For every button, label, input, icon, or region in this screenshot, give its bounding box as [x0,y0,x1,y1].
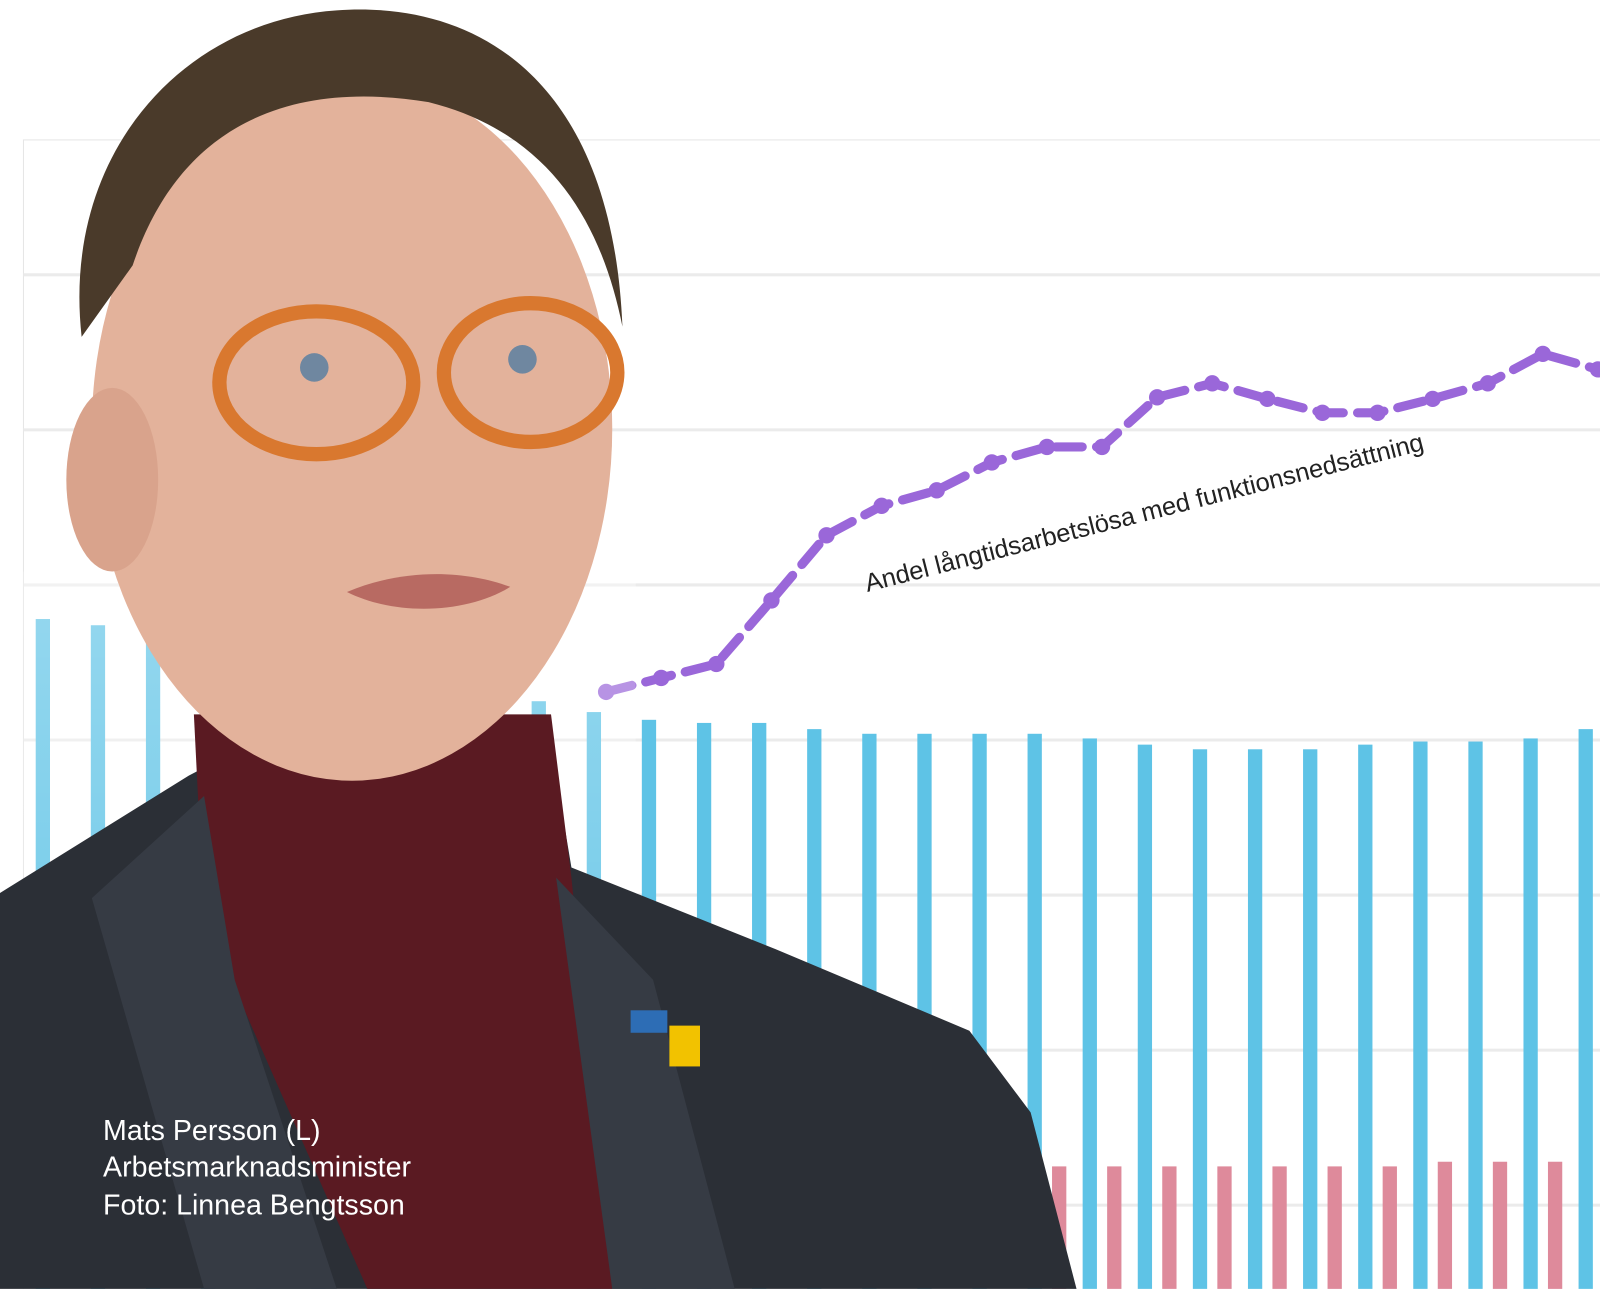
line-point [1038,438,1056,456]
hair [79,9,623,337]
annotation: Andel långtidsarbetslösa med funktionsne… [862,428,1427,597]
bar [1162,1166,1177,1289]
pin [669,1025,700,1067]
line-point [1424,390,1441,408]
bar [1578,729,1593,1289]
glasses [212,304,421,462]
line-point [708,655,725,673]
ear [66,387,159,572]
bar [1247,749,1263,1289]
line-point [1204,375,1221,392]
caption: Mats Persson (L) Arbetsmarknadsminister … [103,1115,411,1221]
eye [508,345,537,374]
line-point [1259,390,1276,408]
bar [1272,1166,1287,1289]
line-point [653,669,670,687]
bar [1217,1166,1232,1289]
line-point [1369,404,1386,421]
line-point [818,527,835,544]
bar [1547,1161,1563,1289]
bar [1468,741,1483,1289]
bar [1303,749,1318,1289]
line-point [928,482,945,499]
bar [1437,1161,1453,1289]
bar [1413,741,1428,1289]
bar [1192,749,1208,1289]
glasses [436,296,625,450]
line-point [983,454,1000,471]
bar [1327,1166,1342,1289]
line-point [763,592,780,609]
line-point [1479,375,1496,392]
line-point [1093,438,1111,456]
bar [1082,738,1097,1289]
bar [1523,738,1538,1289]
bar [1492,1161,1508,1289]
caption-line: Mats Persson (L) [103,1115,320,1147]
lapel [556,877,735,1289]
line-point [1534,345,1552,363]
turtleneck [193,714,613,1289]
caption-line: Foto: Linnea Bengtsson [103,1189,405,1221]
line-point [873,497,890,515]
mouth [346,574,511,609]
bar [1137,744,1153,1289]
caption-line: Arbetsmarknadsminister [103,1152,411,1184]
eye [300,353,329,382]
lapel [91,796,337,1289]
line-point [1589,361,1600,378]
face [91,76,613,781]
bar [1358,744,1373,1289]
pin [630,1010,668,1033]
bar [1382,1166,1397,1289]
line-point [1314,404,1331,421]
portrait [0,9,1077,1289]
line-point [1148,389,1166,406]
bar [1107,1166,1122,1289]
